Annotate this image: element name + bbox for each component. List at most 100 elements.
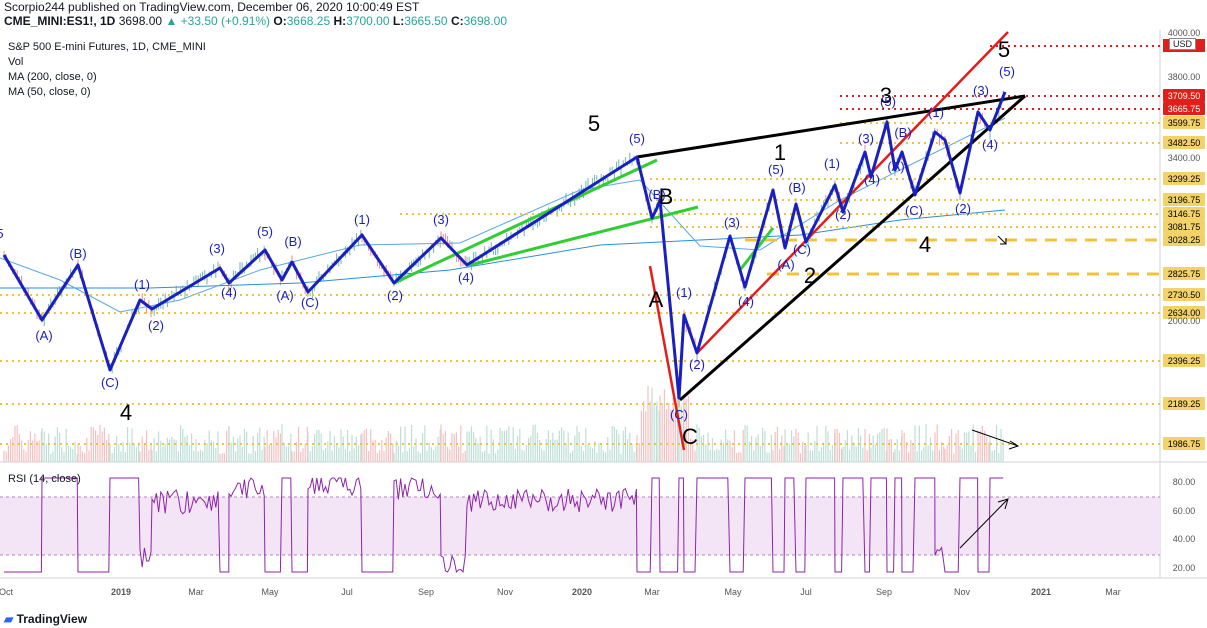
wave-label: (5) [629,131,645,146]
level-label-box [1163,288,1205,301]
black-lower-trendline [679,94,1026,402]
wave-label: (5) [999,64,1015,79]
level-label: 3028.25 [1168,235,1201,245]
price-axis[interactable]: 3709.50 3665.75 3599.75 3482.50 3299.25 3196.… [1163,28,1205,450]
wave-label: (3) [209,241,225,256]
rsi-tick-label: 40.00 [1173,534,1196,544]
level-label: 3081.75 [1168,222,1201,232]
red-channel-line [696,31,1009,354]
publisher-line: Scorpio244 published on TradingView.com,… [4,0,420,14]
time-axis[interactable]: Oct 2019 Mar May Jul Sep Nov 2020 Mar May Jul Sep No… [0,587,1121,597]
time-tick-label: Sep [876,587,892,597]
wave-label: 5 [998,37,1010,62]
price-tick-label: 3400.00 [1168,153,1201,163]
wave-label: (5) [257,224,273,239]
wave-label: (C) [301,295,319,310]
high-label: H: [333,14,347,28]
time-tick-label: Sep [418,587,434,597]
time-tick-label: May [724,587,742,597]
close-label: C: [450,14,464,28]
close-value: 3698.00 [463,14,507,28]
chart-legend: S&P 500 E-mini Futures, 1D, CME_MINI Vol… [8,40,206,100]
level-label-box [1163,207,1205,220]
green-trendline-2 [469,205,699,267]
wave-label: (2) [689,357,705,372]
tradingview-logo-icon: ▰ [4,612,17,626]
price-tick-label: 4000.00 [1168,28,1201,38]
legend-vol: Vol [8,56,24,68]
price-change: ▲ +33.50 (+0.91%) [165,14,271,28]
time-tick-label: 2021 [1031,587,1051,597]
wave-label: B [659,184,674,209]
rsi-legend: RSI (14, close) [8,473,81,485]
wave-label: (4) [864,172,880,187]
wave-label: (3) [973,83,989,98]
small-arrow [997,235,1007,245]
wave-label: (1) [824,156,840,171]
wave-label: 2 [804,263,816,288]
wave-label: (4) [982,137,998,152]
ma-50-line [0,117,1006,313]
wave-label: (B) [894,125,911,140]
level-label-box [1163,136,1205,149]
level-label-box [1163,172,1205,185]
level-label-box [1163,267,1205,280]
wave-label: 4 [919,232,931,257]
level-label: 3482.50 [1168,138,1201,148]
currency-badge[interactable]: USD [1169,38,1197,50]
time-tick-label: Jul [341,587,353,597]
legend-ma50: MA (50, close, 0) [8,86,91,98]
price-tick-label: 3800.00 [1168,72,1201,82]
red-drop-line [648,265,686,451]
wave-label: (3) [858,131,874,146]
level-label: 3599.75 [1168,118,1201,128]
wave-label: (A) [276,288,293,303]
symbol-quote-line: CME_MINI:ES1!, 1D 3698.00 ▲ +33.50 (+0.9… [4,14,507,28]
high-value: 3700.00 [346,14,390,28]
level-label: 1986.75 [1168,439,1201,449]
level-label-box [1163,220,1205,233]
time-tick-label: May [261,587,279,597]
level-label: 2825.75 [1168,269,1201,279]
wave-label: (2) [148,318,164,333]
tradingview-logo[interactable]: ▰ TradingView [4,612,87,626]
time-tick-label: Oct [0,587,13,597]
low-value: 3665.50 [404,14,448,28]
wave-label: (C) [793,242,811,257]
time-tick-label: Nov [497,587,514,597]
wave-label: (B) [788,180,805,195]
time-tick-label: Mar [188,587,204,597]
brand-text: TradingView [16,612,88,626]
wave-label: (B) [648,187,665,202]
rsi-line [4,477,1004,574]
legend-ma200: MA (200, close, 0) [8,71,97,83]
wave-label: 1 [774,140,786,165]
wave-label: (4) [738,294,754,309]
wave-label: (2) [835,207,851,222]
level-label: 2189.25 [1168,399,1201,409]
level-label: 3196.75 [1168,195,1201,205]
wave-label: A [649,287,664,312]
level-label-box [1163,233,1205,246]
ma-200-line [0,209,1006,289]
wave-label: (5) [880,94,896,109]
volume-arrow-line [971,429,1019,447]
rsi-tick-label: 20.00 [1173,563,1196,573]
wave-label: 3 [880,83,892,108]
price-pane[interactable] [0,30,1160,462]
wave-label: (A) [35,328,52,343]
level-label: 2730.50 [1168,290,1201,300]
black-upper-trendline [636,94,1026,159]
wave-label: (2) [387,288,403,303]
legend-title: S&P 500 E-mini Futures, 1D, CME_MINI [8,41,206,53]
symbol: CME_MINI:ES1!, 1D [4,14,116,28]
level-label: 3299.25 [1168,174,1201,184]
level-label-box [1163,437,1205,450]
wave-label: (B) [69,246,86,261]
wave-labels: 5 (A) (B) (C) 4 (1) (2) (3) (4) (5) (B) (A) (C) (1) (2… [0,37,1015,449]
time-tick-label: Mar [1105,587,1121,597]
time-tick-label: Nov [954,587,971,597]
level-label-box [1163,306,1205,319]
wave-label: (1) [928,105,944,120]
